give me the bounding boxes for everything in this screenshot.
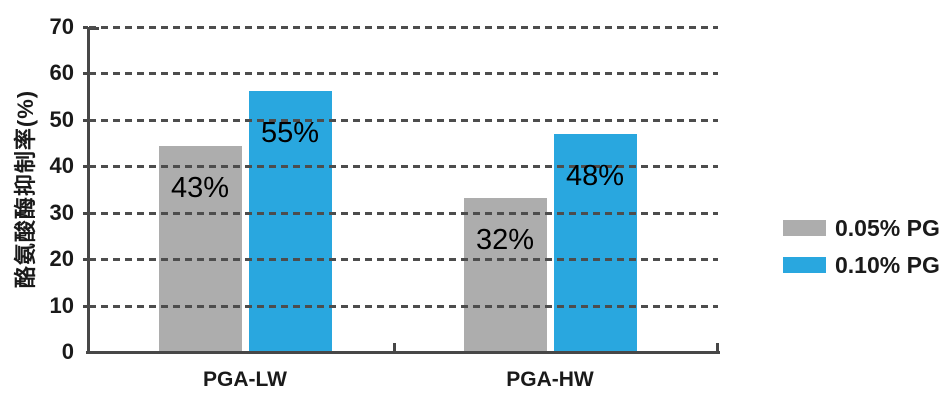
y-tick-label-40: 40 (49, 153, 74, 179)
y-axis-tick-40 (83, 165, 88, 169)
x-axis-end-tick (716, 343, 719, 352)
y-axis-tick-30 (83, 211, 88, 215)
legend-swatch (783, 220, 826, 236)
y-tick-label-0: 0 (61, 339, 74, 364)
gridline-70 (89, 26, 718, 29)
y-tick-label-20: 20 (49, 246, 74, 272)
legend-item: 0.10% PGA (783, 252, 940, 278)
category-label-pga-lw: PGA-LW (203, 368, 287, 391)
gridline-60 (89, 72, 718, 76)
y-axis-tick-60 (83, 72, 88, 76)
bar-value-label: 43% (170, 172, 230, 204)
bar-pga-hw-0.05%-pga (463, 198, 547, 352)
legend-swatch (783, 257, 826, 273)
y-axis-label: 酪氨酸酶抑制率(%) (13, 89, 38, 289)
x-axis-mid-tick (393, 343, 396, 352)
y-tick-label-50: 50 (49, 106, 74, 132)
gridline-20 (89, 258, 718, 262)
legend-item: 0.05% PGA (783, 215, 940, 241)
y-axis-tick-50 (83, 118, 88, 122)
legend-label: 0.10% PGA (835, 252, 940, 278)
y-tick-label-30: 30 (49, 199, 74, 225)
gridline-10 (89, 304, 718, 308)
y-tick-label-10: 10 (49, 292, 74, 318)
legend-label: 0.05% PGA (835, 215, 940, 241)
gridline-40 (89, 165, 718, 169)
y-tick-label-60: 60 (49, 60, 74, 86)
bar-value-label: 55% (260, 117, 320, 149)
gridline-30 (89, 211, 718, 215)
y-axis-tick-10 (83, 304, 88, 308)
bar-pga-lw-0.10%-pga (248, 91, 332, 352)
bar-value-label: 32% (475, 224, 535, 256)
y-axis-line (87, 27, 90, 354)
y-axis-tick-20 (83, 258, 88, 262)
x-axis-line (86, 351, 720, 354)
legend: 0.05% PGA 0.10% PGA (783, 215, 940, 278)
bar-pga-hw-0.10%-pga (553, 134, 637, 352)
bar-pga-lw-0.05%-pga (158, 146, 242, 352)
gridline-50 (89, 118, 718, 122)
y-axis-tick-70 (83, 26, 88, 29)
category-label-pga-hw: PGA-HW (506, 368, 594, 391)
y-tick-label-70: 70 (49, 14, 74, 39)
bar-value-label: 48% (565, 160, 625, 192)
